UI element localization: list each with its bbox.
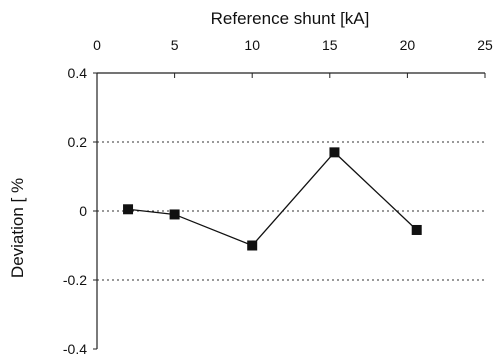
x-axis-title: Reference shunt [kA] [211, 9, 370, 28]
x-tick-label-1: 5 [171, 37, 179, 53]
y-axis-title: Deviation [ % [8, 178, 27, 278]
x-tick-label-3: 15 [322, 37, 338, 53]
y-ticks: 0.4 0.2 0 -0.2 -0.4 [63, 65, 97, 357]
y-tick-label-2: 0 [79, 203, 87, 219]
y-tick-label-0: 0.4 [68, 65, 88, 81]
x-tick-label-0: 0 [93, 37, 101, 53]
y-tick-label-4: -0.4 [63, 341, 87, 357]
x-tick-label-2: 10 [244, 37, 260, 53]
y-tick-label-3: -0.2 [63, 272, 87, 288]
series [123, 147, 422, 251]
y-tick-label-1: 0.2 [68, 134, 88, 150]
x-tick-label-4: 20 [400, 37, 416, 53]
data-point-0-2 [247, 240, 258, 251]
data-point-0-1 [169, 209, 180, 220]
x-ticks: 0 5 10 15 20 25 [93, 37, 493, 78]
x-tick-label-5: 25 [477, 37, 493, 53]
data-point-0-4 [411, 224, 422, 235]
gridlines [97, 141, 485, 281]
data-point-0-3 [329, 147, 340, 158]
series-0-line [127, 151, 418, 247]
data-point-0-0 [123, 204, 134, 215]
axes [96, 72, 485, 349]
